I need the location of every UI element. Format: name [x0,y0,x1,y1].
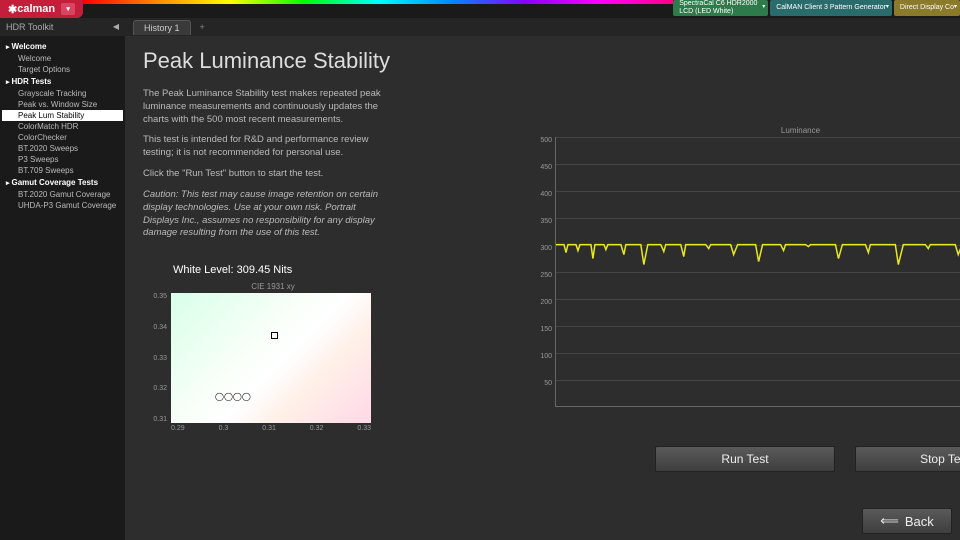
desc-p2: This test is intended for R&D and perfor… [143,134,393,160]
sidebar-item[interactable]: UHDA-P3 Gamut Coverage [2,200,123,211]
cie-chart-title: CIE 1931 xy [143,282,403,291]
sidebar-item[interactable]: P3 Sweeps [2,154,123,165]
luminance-series-line [556,245,960,265]
sidebar-header: HDR Toolkit ◀ [0,22,125,32]
sidebar-item[interactable]: ColorChecker [2,132,123,143]
run-test-button[interactable]: Run Test [655,446,835,472]
device-tab[interactable]: SpectraCal C6 HDR2000LCD (LED White)▾ [673,0,768,16]
app-logo[interactable]: ✱calman ▾ [0,0,83,18]
description-block: The Peak Luminance Stability test makes … [143,88,393,240]
stop-test-button[interactable]: Stop Test [855,446,960,472]
desc-p1: The Peak Luminance Stability test makes … [143,88,393,126]
logo-dropdown-icon[interactable]: ▾ [61,3,75,15]
device-tab[interactable]: CalMAN Client 3 Pattern Generator▾ [770,0,892,16]
tab-history-1[interactable]: History 1 [133,20,191,35]
desc-caution: Caution: This test may cause image reten… [143,189,393,240]
sidebar-item[interactable]: Welcome [2,53,123,64]
luminance-plot-area [555,137,960,407]
cie-measurement-cluster: ◯◯◯◯ [215,392,251,401]
luminance-chart-title: Luminance [533,126,960,135]
sidebar-item[interactable]: Grayscale Tracking [2,88,123,99]
sidebar-group[interactable]: Welcome [2,40,123,53]
logo-text: calman [17,3,55,15]
luminance-y-axis: 50045040035030025020015010050 [533,137,555,407]
sidebar-item[interactable]: Peak Lum Stability [2,110,123,121]
sidebar-item[interactable]: BT.2020 Sweeps [2,143,123,154]
cie-x-axis: 0.290.30.310.320.33 [171,425,371,432]
desc-p3: Click the "Run Test" button to start the… [143,168,393,181]
cie-y-axis: 0.350.340.330.320.31 [143,293,171,423]
back-button-label: Back [905,514,934,529]
sidebar-group[interactable]: HDR Tests [2,75,123,88]
page-title: Peak Luminance Stability [143,48,942,74]
sidebar-item[interactable]: BT.709 Sweeps [2,165,123,176]
device-tab[interactable]: Direct Display Co▾ [894,0,960,16]
cie-plot-area: ◯◯◯◯ [171,293,371,423]
rainbow-divider [83,0,673,4]
sidebar-nav: WelcomeWelcomeTarget OptionsHDR TestsGra… [0,36,125,540]
sidebar-item[interactable]: BT.2020 Gamut Coverage [2,189,123,200]
sidebar-item[interactable]: Peak vs. Window Size [2,99,123,110]
sidebar-group[interactable]: Gamut Coverage Tests [2,176,123,189]
sidebar-item[interactable]: ColorMatch HDR [2,121,123,132]
cie-chart: CIE 1931 xy 0.350.340.330.320.31 ◯◯◯◯ 0.… [143,282,403,432]
add-tab-button[interactable]: + [195,20,210,34]
sidebar-collapse-icon[interactable]: ◀ [113,22,119,31]
back-button[interactable]: ⟸ Back [862,508,952,534]
luminance-chart: Luminance 50045040035030025020015010050 [533,126,960,407]
back-arrow-icon: ⟸ [880,513,899,529]
sidebar-item[interactable]: Target Options [2,64,123,75]
sidebar-title: HDR Toolkit [6,22,53,32]
cie-target-marker [271,332,278,339]
